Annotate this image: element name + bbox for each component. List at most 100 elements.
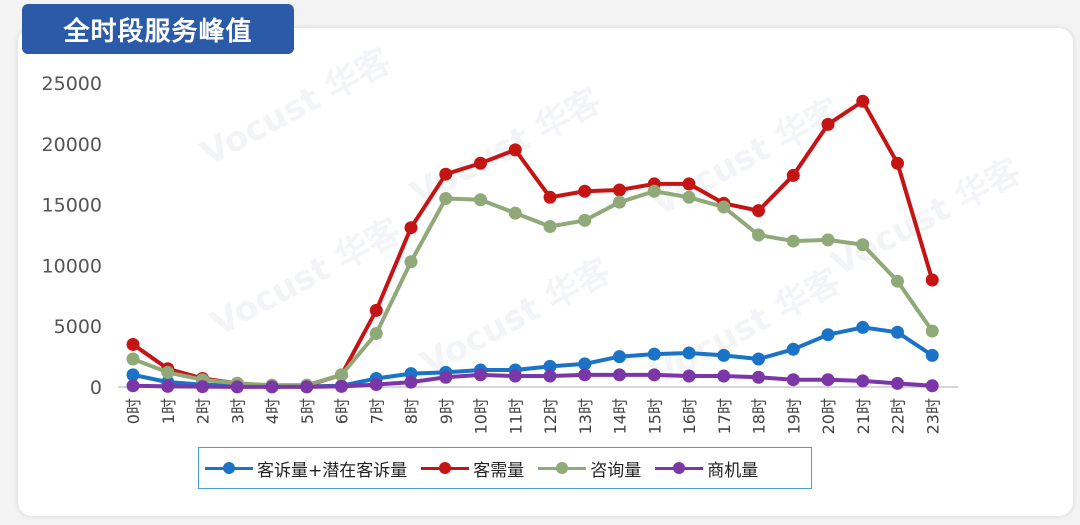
- x-tick-label: 14时: [611, 398, 630, 434]
- data-point: [717, 200, 731, 214]
- data-point: [404, 255, 418, 269]
- x-tick-label: 20时: [819, 398, 838, 434]
- y-tick-label: 5000: [54, 316, 102, 338]
- x-tick-label: 0时: [124, 398, 143, 424]
- data-point: [369, 303, 383, 317]
- data-point: [821, 373, 835, 387]
- x-tick-label: 6时: [333, 398, 352, 424]
- data-point: [126, 352, 140, 366]
- data-point: [300, 380, 314, 394]
- data-point: [508, 143, 522, 157]
- x-tick-label: 9时: [437, 398, 456, 424]
- y-tick-label: 0: [90, 377, 102, 399]
- data-point: [578, 357, 592, 371]
- data-point: [439, 192, 453, 206]
- data-point: [786, 168, 800, 182]
- x-tick-label: 11时: [506, 398, 525, 434]
- x-tick-label: 15时: [645, 398, 664, 434]
- data-point: [752, 204, 765, 218]
- y-tick-label: 15000: [42, 195, 102, 217]
- data-point: [856, 374, 870, 388]
- x-tick-label: 23时: [923, 398, 942, 434]
- data-point: [821, 328, 835, 342]
- y-tick-label: 10000: [42, 255, 102, 277]
- data-point: [404, 221, 418, 235]
- data-point: [578, 213, 592, 227]
- data-point: [891, 274, 904, 288]
- data-point: [335, 368, 348, 382]
- data-point: [543, 190, 557, 204]
- legend-label: 商机量: [707, 460, 759, 481]
- legend-swatch: [421, 461, 470, 475]
- data-point: [925, 324, 939, 338]
- x-tick-label: 17时: [715, 398, 734, 434]
- data-point: [891, 325, 904, 339]
- x-tick-label: 7时: [367, 398, 386, 424]
- data-point: [369, 326, 383, 340]
- x-tick-label: 5时: [298, 398, 317, 424]
- data-point: [126, 379, 140, 393]
- x-tick-label: 22时: [889, 398, 908, 434]
- legend-label: 客诉量+潜在客诉量: [257, 460, 408, 481]
- data-point: [474, 156, 487, 170]
- x-tick-label: 12时: [541, 398, 560, 434]
- data-point: [404, 375, 418, 389]
- chart-title: 全时段服务峰值: [22, 4, 294, 54]
- x-tick-label: 18时: [750, 398, 769, 434]
- data-point: [786, 234, 800, 248]
- data-point: [613, 183, 626, 197]
- data-point: [335, 379, 348, 393]
- data-point: [543, 359, 557, 373]
- data-point: [613, 195, 626, 209]
- legend-label: 客需量: [473, 460, 525, 481]
- legend-item: 客诉量+潜在客诉量: [205, 456, 407, 481]
- data-point: [752, 370, 765, 384]
- x-tick-label: 21时: [854, 398, 873, 434]
- data-point: [508, 206, 522, 220]
- data-point: [578, 184, 592, 198]
- data-point: [925, 273, 939, 287]
- chart-card: [18, 28, 1073, 516]
- data-point: [230, 380, 244, 394]
- legend-item: 商机量: [655, 456, 758, 481]
- data-point: [613, 350, 626, 364]
- legend-swatch: [205, 461, 253, 475]
- data-point: [856, 320, 870, 334]
- data-point: [752, 228, 765, 242]
- y-tick-label: 20000: [42, 134, 102, 156]
- data-point: [474, 193, 487, 207]
- legend-item: 客需量: [421, 456, 524, 481]
- series-line: [132, 189, 934, 388]
- data-point: [821, 233, 835, 247]
- data-point: [752, 352, 765, 366]
- legend-label: 咨询量: [590, 460, 642, 481]
- data-point: [856, 238, 870, 252]
- data-point: [786, 373, 800, 387]
- data-point: [439, 167, 453, 181]
- data-point: [613, 368, 626, 382]
- data-point: [786, 342, 800, 356]
- x-tick-label: 19时: [784, 398, 803, 434]
- data-point: [543, 369, 557, 383]
- x-tick-label: 16时: [680, 398, 699, 434]
- data-point: [821, 117, 835, 131]
- data-point: [647, 368, 661, 382]
- data-point: [682, 177, 696, 191]
- x-tick-label: 3时: [228, 398, 247, 424]
- data-point: [161, 379, 175, 393]
- data-point: [925, 348, 939, 362]
- legend-swatch: [538, 461, 587, 475]
- data-point: [265, 380, 279, 394]
- data-point: [196, 380, 209, 394]
- legend-swatch: [655, 461, 704, 475]
- data-point: [508, 369, 522, 383]
- data-point: [126, 368, 140, 382]
- data-point: [439, 370, 453, 384]
- x-tick-label: 13时: [576, 398, 595, 434]
- data-point: [717, 369, 731, 383]
- x-tick-label: 4时: [263, 398, 282, 424]
- x-tick-label: 2时: [194, 398, 213, 424]
- data-point: [578, 368, 592, 382]
- data-point: [474, 368, 487, 382]
